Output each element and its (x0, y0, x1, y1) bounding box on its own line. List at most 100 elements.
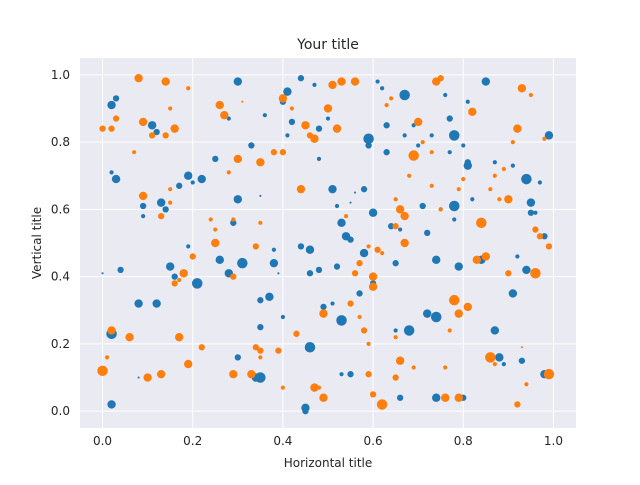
scatter-point (215, 100, 224, 110)
scatter-point (515, 254, 520, 259)
scatter-point (215, 255, 224, 265)
scatter-point (488, 187, 493, 192)
scatter-point (544, 131, 554, 140)
scatter-point (230, 219, 237, 226)
scatter-point (233, 154, 243, 164)
scatter-point (107, 100, 116, 110)
scatter-point (526, 198, 536, 207)
scatter-point (490, 326, 500, 335)
scatter-point (337, 77, 346, 86)
scatter-point (99, 125, 106, 132)
scatter-point (153, 128, 160, 136)
scatter-point (280, 314, 286, 320)
scatter-point (190, 180, 195, 185)
scatter-point (184, 171, 193, 180)
scatter-point (97, 365, 108, 377)
scatter-point (399, 89, 410, 101)
scatter-point (368, 272, 378, 281)
scatter-point (156, 369, 166, 379)
scatter-point (328, 80, 337, 90)
scatter-point (252, 243, 260, 250)
scatter-point (248, 142, 255, 149)
scatter-point (461, 176, 466, 182)
scatter-point (419, 202, 426, 210)
scatter-point (347, 236, 354, 243)
scatter-point (270, 149, 278, 156)
scatter-point (320, 303, 327, 311)
scatter-point (395, 205, 405, 214)
scatter-point (508, 289, 518, 298)
scatter-point (380, 86, 385, 91)
scatter-point (158, 212, 165, 220)
x-tick-label: 0.6 (364, 434, 383, 448)
scatter-point (220, 110, 229, 120)
scatter-point (208, 217, 213, 222)
scatter-point (301, 121, 310, 130)
scatter-point (400, 238, 409, 248)
scatter-point (533, 210, 538, 215)
scatter-point (285, 133, 290, 138)
scatter-point (334, 203, 340, 209)
scatter-point (416, 143, 421, 148)
scatter-point (393, 197, 398, 202)
gridlines (80, 58, 576, 428)
scatter-point (104, 355, 110, 360)
x-tick-label: 0.4 (273, 434, 292, 448)
scatter-point (107, 400, 116, 409)
scatter-point (413, 117, 423, 127)
scatter-point (383, 149, 390, 156)
scatter-point (111, 174, 121, 184)
scatter-point (304, 342, 316, 353)
scatter-point (392, 260, 399, 267)
scatter-point (289, 106, 295, 111)
scatter-point (437, 75, 444, 82)
scatter-point (449, 200, 460, 212)
scatter-point (213, 227, 218, 232)
scatter-point (438, 207, 443, 212)
scatter-point (452, 217, 457, 222)
scatter-point (368, 282, 378, 291)
scatter-point (229, 369, 238, 379)
scatter-point (510, 163, 515, 168)
scatter-point (112, 95, 120, 102)
scatter-point (152, 299, 161, 308)
scatter-point (463, 161, 472, 170)
scatter-point (449, 294, 460, 306)
scatter-point (403, 325, 415, 336)
scatter-point (258, 220, 263, 225)
plot-area (80, 58, 576, 428)
scatter-point (349, 201, 352, 204)
scatter-point (138, 191, 148, 201)
scatter-point (147, 121, 157, 130)
scatter-point (472, 255, 481, 265)
scatter-point (316, 156, 322, 162)
scatter-point (241, 100, 244, 103)
scatter-point (495, 353, 504, 362)
scatter-point (280, 385, 286, 390)
scatter-point (524, 382, 529, 387)
scatter-point (319, 309, 328, 318)
scatter-point (360, 327, 368, 334)
scatter-point (359, 248, 369, 258)
scatter-point (231, 217, 236, 222)
scatter-point (383, 122, 390, 129)
scatter-point (476, 217, 487, 229)
y-tick-label: 0.2 (51, 337, 70, 351)
scatter-point (234, 354, 241, 361)
scatter-point (288, 118, 296, 126)
y-tick-label: 0.4 (51, 270, 70, 284)
scatter-point (277, 272, 280, 275)
data-points (97, 73, 555, 415)
scatter-point (356, 290, 363, 297)
scatter-point (522, 265, 531, 275)
scatter-point (463, 302, 472, 312)
scatter-point (429, 133, 434, 138)
scatter-point (545, 243, 553, 250)
scatter-point (302, 408, 309, 415)
scatter-point (454, 393, 463, 402)
scatter-point (262, 113, 267, 118)
scatter-point (310, 134, 319, 143)
scatter-point (520, 346, 523, 349)
scatter-point (510, 139, 515, 145)
scatter-point (468, 107, 477, 117)
